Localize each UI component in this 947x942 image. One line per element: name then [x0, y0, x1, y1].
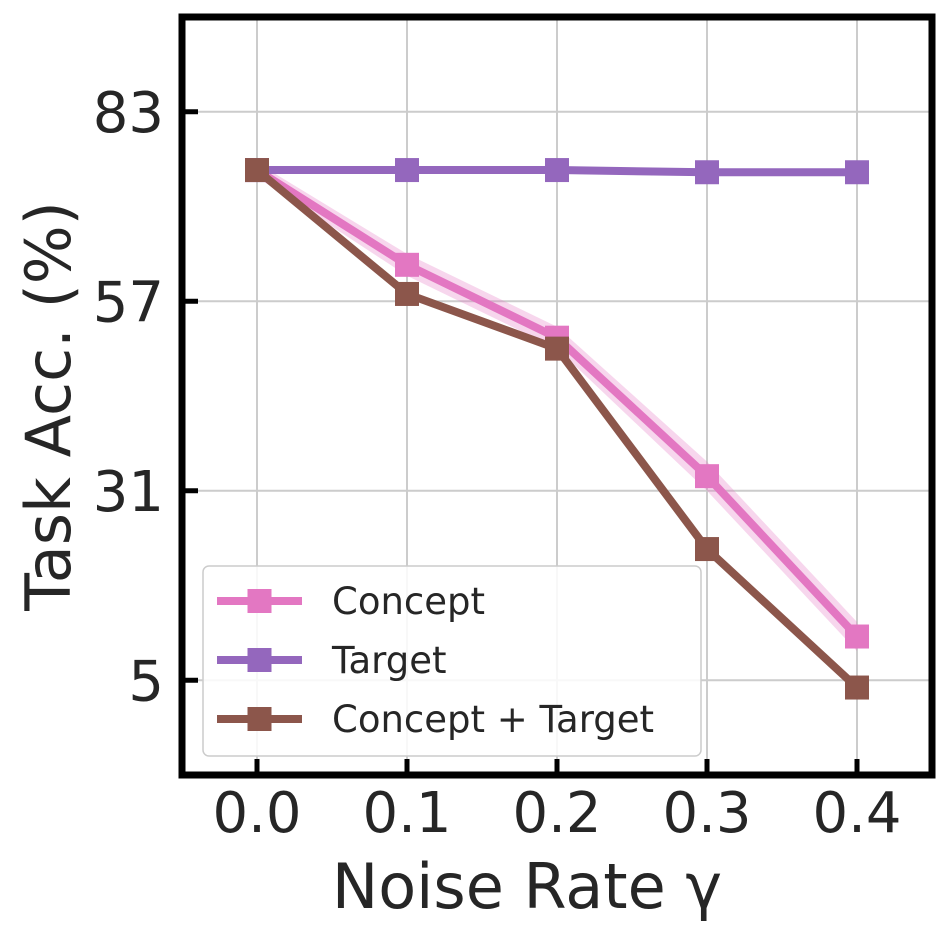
- y-tick-label: 83: [93, 81, 164, 146]
- x-tick-label: 0.2: [512, 781, 601, 846]
- marker-concept: [395, 252, 419, 277]
- legend-marker-target: [247, 648, 272, 672]
- legend-label-concept-target: Concept + Target: [332, 698, 654, 741]
- marker-concept: [695, 464, 719, 489]
- y-tick-label: 31: [93, 460, 164, 525]
- legend-label-target: Target: [331, 639, 446, 682]
- marker-concept-target: [845, 675, 869, 700]
- marker-concept-target: [695, 537, 719, 562]
- legend-marker-concept-target: [247, 707, 272, 731]
- marker-target: [695, 160, 719, 185]
- y-axis-title: Task Acc. (%): [12, 201, 85, 612]
- x-tick-label: 0.1: [362, 781, 451, 846]
- series-markers: [245, 158, 869, 700]
- marker-concept-target: [245, 158, 269, 183]
- legend-marker-concept: [247, 589, 272, 613]
- marker-concept-target: [545, 336, 569, 361]
- marker-concept-target: [395, 281, 419, 306]
- y-tick-labels: 5 31 57 83: [93, 81, 164, 715]
- marker-target: [845, 160, 869, 185]
- x-axis-title: Noise Rate γ: [332, 850, 722, 923]
- x-tick-label: 0.4: [812, 781, 901, 846]
- legend-label-concept: Concept: [332, 580, 485, 623]
- marker-target: [395, 158, 419, 183]
- legend: Concept Target Concept + Target: [202, 565, 702, 757]
- legend-box: [202, 565, 702, 757]
- marker-concept: [845, 624, 869, 649]
- y-tick-label: 57: [93, 270, 164, 335]
- y-tick-label: 5: [128, 649, 164, 714]
- x-tick-label: 0.3: [662, 781, 751, 846]
- marker-target: [545, 158, 569, 183]
- x-tick-labels: 0.0 0.1 0.2 0.3 0.4: [212, 781, 901, 846]
- axis-ticks: [182, 109, 860, 775]
- x-tick-label: 0.0: [212, 781, 301, 846]
